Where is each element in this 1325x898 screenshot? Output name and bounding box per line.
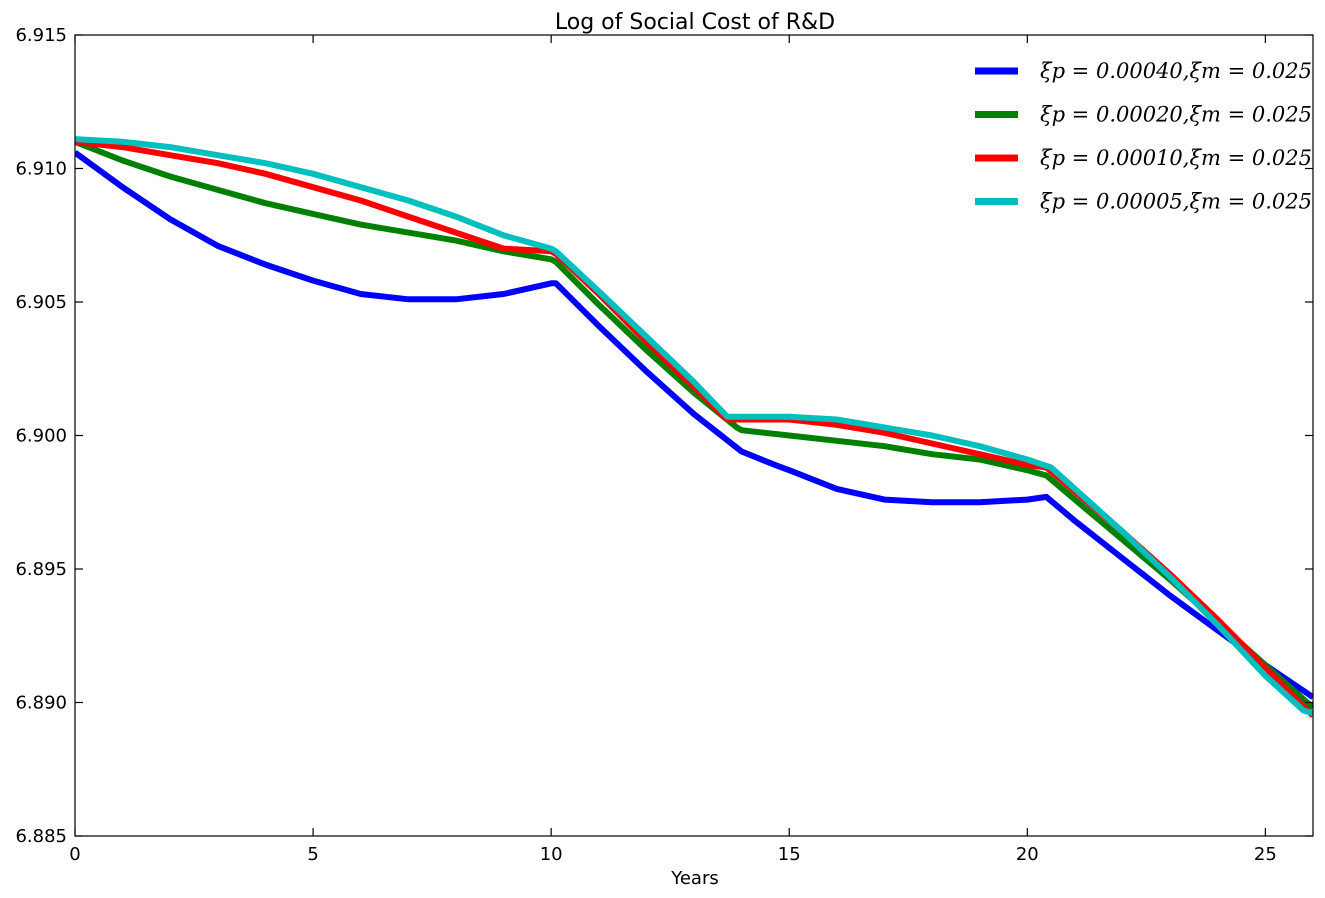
legend: ξp = 0.00040,ξm = 0.025 ξp = 0.00020,ξm =… [975,59,1312,214]
legend-label-3: ξp = 0.00010,ξm = 0.025 [1040,146,1312,170]
y-tick-label: 6.890 [15,693,67,714]
chart-title: Log of Social Cost of R&D [555,10,835,35]
x-tick-label: 0 [69,844,80,865]
x-tick-label: 5 [307,844,318,865]
x-axis-label: Years [670,868,719,889]
y-tick-label: 6.905 [15,292,67,313]
y-tick-label: 6.885 [15,826,67,847]
axis-tick-labels: 0 5 10 15 20 25 6.885 6.890 6.895 6.900 6.905 6.910… [15,25,1276,865]
plot-series [75,136,1313,718]
x-tick-label: 10 [540,844,563,865]
series-line-3 [75,138,1313,718]
y-tick-label: 6.915 [15,25,67,46]
series-line-4 [75,136,1313,717]
y-tick-label: 6.895 [15,559,67,580]
series-line-2 [75,139,1313,711]
axis-ticks [74,34,1313,837]
x-tick-label: 20 [1016,844,1039,865]
y-tick-label: 6.910 [15,159,67,180]
y-tick-label: 6.900 [15,426,67,447]
legend-label-4: ξp = 0.00005,ξm = 0.025 [1040,190,1312,214]
series-line-1 [75,150,1313,700]
legend-label-2: ξp = 0.00020,ξm = 0.025 [1040,103,1312,127]
legend-label-1: ξp = 0.00040,ξm = 0.025 [1040,59,1312,83]
x-tick-label: 25 [1254,844,1277,865]
x-tick-label: 15 [778,844,801,865]
